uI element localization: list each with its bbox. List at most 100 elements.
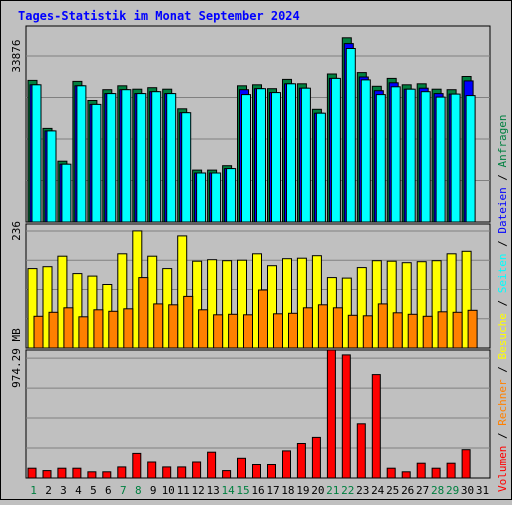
legend-item-rechner: Rechner (496, 379, 509, 426)
bar-besuche-day-28 (431, 260, 442, 349)
bar-seiten-day-7 (121, 89, 132, 223)
bar-volumen-day-13 (207, 451, 217, 479)
bar-seiten-day-1 (31, 84, 42, 223)
panel-requests-files-pages: 33876 (10, 25, 491, 223)
bar-volumen-day-2 (42, 470, 52, 479)
bar-rechner-day-15 (243, 314, 253, 349)
bar-rechner-day-22 (347, 314, 358, 349)
bar-rechner-day-20 (317, 304, 328, 349)
bar-seiten-day-27 (420, 91, 431, 223)
bar-seiten-day-3 (61, 163, 72, 223)
legend-separator: / (496, 360, 509, 380)
bar-seiten-day-10 (166, 93, 177, 223)
x-tick-label-12: 12 (191, 484, 204, 497)
x-tick-label-6: 6 (105, 484, 112, 497)
bar-rechner-day-29 (452, 311, 463, 349)
bar-rechner-day-17 (273, 313, 283, 349)
bar-volumen-day-15 (237, 457, 246, 479)
bar-volumen-day-29 (446, 462, 456, 479)
x-tick-label-1: 1 (30, 484, 37, 497)
x-tick-label-4: 4 (75, 484, 82, 497)
bar-besuche-day-14 (222, 260, 233, 349)
bar-seiten-day-15 (241, 94, 251, 223)
chart-title: Tages-Statistik im Monat September 2024 (18, 9, 300, 23)
bar-rechner-day-6 (108, 310, 119, 349)
x-tick-label-2: 2 (45, 484, 52, 497)
x-tick-label-26: 26 (401, 484, 414, 497)
bar-seiten-day-20 (315, 112, 326, 223)
x-tick-label-11: 11 (177, 484, 190, 497)
y-tick-label: 33876 (10, 39, 23, 72)
bar-seiten-day-5 (91, 103, 102, 223)
bar-rechner-day-14 (228, 313, 239, 349)
legend-separator: / (496, 167, 509, 187)
bar-besuche-day-30 (461, 250, 472, 349)
bar-seiten-day-22 (345, 48, 356, 223)
bar-volumen-day-24 (371, 374, 381, 479)
x-tick-label-28: 28 (431, 484, 444, 497)
legend-item-besuche: Besuche (496, 313, 509, 359)
x-tick-label-15: 15 (236, 484, 249, 497)
bar-volumen-day-21 (326, 349, 336, 479)
bar-seiten-day-25 (390, 86, 401, 223)
bar-volumen-day-19 (296, 443, 306, 479)
bar-rechner-day-25 (392, 312, 403, 349)
bar-seiten-day-21 (330, 77, 341, 223)
x-tick-label-21: 21 (326, 484, 339, 497)
bar-volumen-day-25 (386, 467, 396, 479)
x-tick-label-16: 16 (251, 484, 264, 497)
bar-seiten-day-4 (76, 85, 87, 223)
bar-rechner-day-4 (78, 316, 89, 349)
bar-rechner-day-11 (183, 295, 194, 349)
x-tick-label-7: 7 (120, 484, 127, 497)
y-tick-label: 974.29 MB (10, 328, 23, 388)
x-tick-label-29: 29 (446, 484, 459, 497)
bar-volumen-day-18 (282, 450, 291, 479)
bar-seiten-day-18 (286, 83, 296, 223)
x-tick-label-24: 24 (371, 484, 385, 497)
bar-rechner-day-28 (437, 311, 448, 349)
bar-seiten-day-8 (136, 93, 147, 223)
x-tick-label-5: 5 (90, 484, 97, 497)
bar-volumen-day-11 (177, 466, 187, 479)
bar-besuche-day-7 (117, 253, 128, 349)
x-tick-label-18: 18 (281, 484, 294, 497)
legend-item-volumen: Volumen (496, 446, 509, 492)
bar-seiten-day-14 (226, 168, 237, 223)
bar-rechner-day-7 (123, 308, 134, 349)
panel-volume: 974.29 MB (10, 328, 491, 479)
x-tick-label-31: 31 (476, 484, 489, 497)
bar-seiten-day-13 (211, 172, 222, 223)
bar-volumen-day-7 (117, 466, 127, 479)
bar-besuche-day-15 (237, 259, 247, 349)
bar-seiten-day-12 (196, 172, 207, 223)
bar-seiten-day-19 (300, 87, 311, 223)
x-tick-label-25: 25 (386, 484, 399, 497)
bar-rechner-day-13 (213, 314, 224, 349)
bar-besuche-day-20 (311, 255, 322, 349)
bar-rechner-day-12 (198, 309, 209, 349)
series-volumen (27, 349, 471, 479)
bar-besuche-day-3 (57, 255, 68, 349)
series-seiten (31, 48, 476, 223)
series-rechner (33, 277, 478, 349)
panel-visits-hosts: 236 (10, 221, 491, 349)
bar-seiten-day-17 (271, 92, 281, 223)
x-tick-label-19: 19 (296, 484, 309, 497)
bar-rechner-day-5 (93, 309, 104, 349)
bar-volumen-day-27 (416, 462, 426, 479)
x-tick-label-14: 14 (221, 484, 235, 497)
bar-besuche-day-1 (27, 268, 38, 349)
bar-besuche-day-29 (446, 253, 457, 349)
bar-volumen-day-1 (27, 467, 37, 479)
legend-item-anfragen: Anfragen (496, 114, 509, 167)
bar-volumen-day-17 (267, 464, 276, 479)
x-tick-label-10: 10 (162, 484, 175, 497)
bar-volumen-day-22 (341, 354, 351, 479)
bar-volumen-day-20 (311, 436, 321, 479)
bar-volumen-day-8 (132, 452, 142, 479)
chart-legend: Volumen / Rechner / Besuche / Seiten / D… (496, 114, 509, 492)
bar-seiten-day-30 (465, 95, 476, 223)
bar-seiten-day-29 (450, 93, 461, 223)
